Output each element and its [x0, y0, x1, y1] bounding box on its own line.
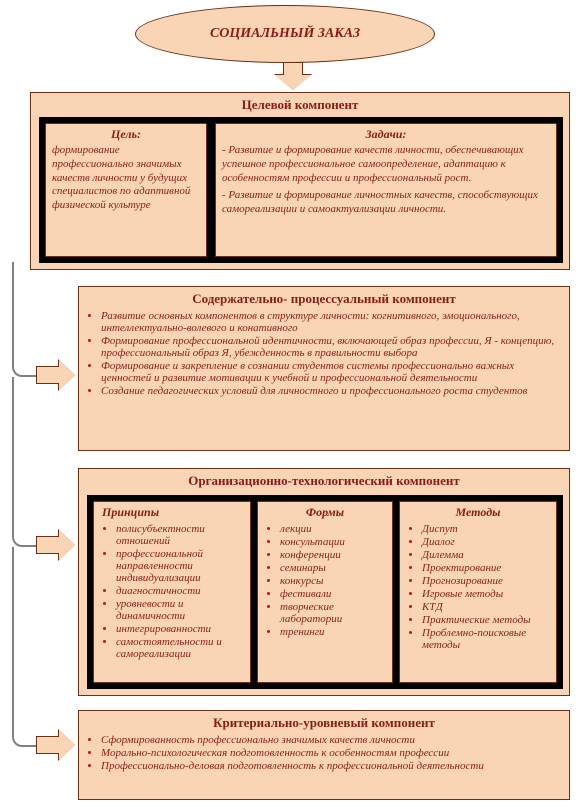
list-item: Формирование и закрепление в сознании ст… [101, 360, 563, 384]
content-component: Содержательно- процессуальный компонент … [78, 286, 570, 451]
org-black-box: Принципы полисубъектности отношений проф… [87, 495, 563, 689]
list-item: интегрированности [116, 623, 244, 635]
list-item: Дилемма [422, 549, 550, 561]
methods-list: Диспут Диалог Дилемма Проектирование Про… [400, 523, 556, 656]
target-title: Целевой компонент [31, 93, 569, 115]
content-title: Содержательно- процессуальный компонент [79, 287, 569, 309]
methods-title: Методы [400, 502, 556, 522]
principles-title: Принципы [94, 502, 250, 522]
goal-text: формирование профессионально значимых ка… [46, 144, 206, 217]
forms-title: Формы [258, 502, 392, 522]
list-item: конференции [280, 549, 386, 561]
list-item: уровневости и динамичности [116, 598, 244, 622]
connector-1 [12, 262, 48, 377]
list-item: Профессионально-деловая подготовленность… [101, 760, 563, 772]
list-item: фестивали [280, 588, 386, 600]
target-component: Целевой компонент Цель: формирование про… [30, 92, 570, 270]
list-item: Прогнозирование [422, 575, 550, 587]
connector-2 [12, 377, 48, 547]
task-item-0: - Развитие и формирование качеств личнос… [216, 144, 556, 189]
list-item: Диалог [422, 536, 550, 548]
forms-list: лекции консультации конференции семинары… [258, 523, 392, 643]
principles-list: полисубъектности отношений профессиональ… [94, 523, 250, 665]
list-item: Формирование профессиональной идентичнос… [101, 335, 563, 359]
list-item: Практические методы [422, 614, 550, 626]
content-list: Развитие основных компонентов в структур… [79, 310, 569, 402]
diagram-canvas: СОЦИАЛЬНЫЙ ЗАКАЗ Целевой компонент Цель:… [0, 0, 584, 807]
list-item: тренинги [280, 626, 386, 638]
header-title: СОЦИАЛЬНЫЙ ЗАКАЗ [210, 26, 360, 42]
list-item: консультации [280, 536, 386, 548]
list-item: Морально-психологическая подготовленност… [101, 747, 563, 759]
list-item: Проблемно-поисковые методы [422, 627, 550, 651]
list-item: полисубъектности отношений [116, 523, 244, 547]
criteria-title: Критериально-уровневый компонент [79, 711, 569, 733]
list-item: конкурсы [280, 575, 386, 587]
org-component: Организационно-технологический компонент… [78, 468, 570, 696]
list-item: Развитие основных компонентов в структур… [101, 310, 563, 334]
list-item: самостоятельности и самореализации [116, 636, 244, 660]
connector-3 [12, 547, 48, 747]
list-item: Проектирование [422, 562, 550, 574]
criteria-list: Сформированность профессионально значимы… [79, 734, 569, 777]
list-item: Диспут [422, 523, 550, 535]
list-item: КТД [422, 601, 550, 613]
target-black-box: Цель: формирование профессионально значи… [39, 117, 563, 263]
org-title: Организационно-технологический компонент [79, 469, 569, 491]
down-arrow-icon [275, 62, 311, 90]
list-item: диагностичности [116, 585, 244, 597]
principles-box: Принципы полисубъектности отношений проф… [93, 501, 251, 683]
list-item: лекции [280, 523, 386, 535]
tasks-box: Задачи: - Развитие и формирование качест… [215, 123, 557, 257]
methods-box: Методы Диспут Диалог Дилемма Проектирова… [399, 501, 557, 683]
tasks-title: Задачи: [216, 124, 556, 144]
list-item: профессиональной направленности индивиду… [116, 548, 244, 584]
task-item-1: - Развитие и формирование личностных кач… [216, 189, 556, 221]
list-item: Создание педагогических условий для личн… [101, 385, 563, 397]
list-item: Сформированность профессионально значимы… [101, 734, 563, 746]
criteria-component: Критериально-уровневый компонент Сформир… [78, 710, 570, 800]
goal-box: Цель: формирование профессионально значи… [45, 123, 207, 257]
list-item: творческие лаборатории [280, 601, 386, 625]
forms-box: Формы лекции консультации конференции се… [257, 501, 393, 683]
list-item: Игровые методы [422, 588, 550, 600]
list-item: семинары [280, 562, 386, 574]
header-oval: СОЦИАЛЬНЫЙ ЗАКАЗ [135, 5, 435, 63]
goal-title: Цель: [46, 124, 206, 144]
